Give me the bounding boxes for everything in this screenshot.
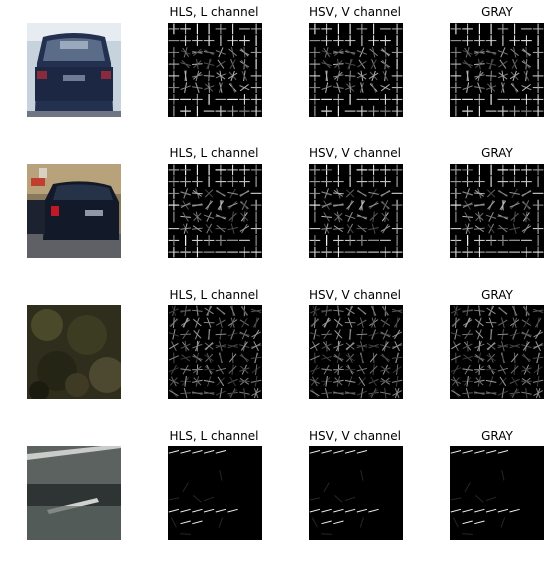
- title-hsv-v-channel: HSV, V channel: [309, 5, 401, 19]
- hog-image-gray: [450, 23, 544, 117]
- title-gray: GRAY: [481, 146, 513, 160]
- title-hls-l-channel: HLS, L channel: [169, 429, 259, 443]
- sample-image-car-rear: [27, 23, 121, 117]
- title-hls-l-channel: HLS, L channel: [169, 288, 259, 302]
- title-hls-l-channel: HLS, L channel: [169, 146, 259, 160]
- hog-image-gray: [450, 164, 544, 258]
- hog-image-hsv: [309, 164, 403, 258]
- hog-image-hls: [168, 23, 262, 117]
- title-hls-l-channel: HLS, L channel: [169, 5, 259, 19]
- hog-image-hsv: [309, 446, 403, 540]
- title-gray: GRAY: [481, 5, 513, 19]
- title-hsv-v-channel: HSV, V channel: [309, 146, 401, 160]
- hog-image-gray: [450, 446, 544, 540]
- sample-image-car-rear-left: [27, 164, 121, 258]
- hog-image-gray: [450, 305, 544, 399]
- hog-image-hls: [168, 305, 262, 399]
- hog-image-hsv: [309, 23, 403, 117]
- title-hsv-v-channel: HSV, V channel: [309, 288, 401, 302]
- title-hsv-v-channel: HSV, V channel: [309, 429, 401, 443]
- title-gray: GRAY: [481, 288, 513, 302]
- hog-image-hsv: [309, 305, 403, 399]
- sample-image-foliage: [27, 305, 121, 399]
- hog-image-hls: [168, 446, 262, 540]
- title-gray: GRAY: [481, 429, 513, 443]
- hog-image-hls: [168, 164, 262, 258]
- sample-image-road-lane: [27, 446, 121, 540]
